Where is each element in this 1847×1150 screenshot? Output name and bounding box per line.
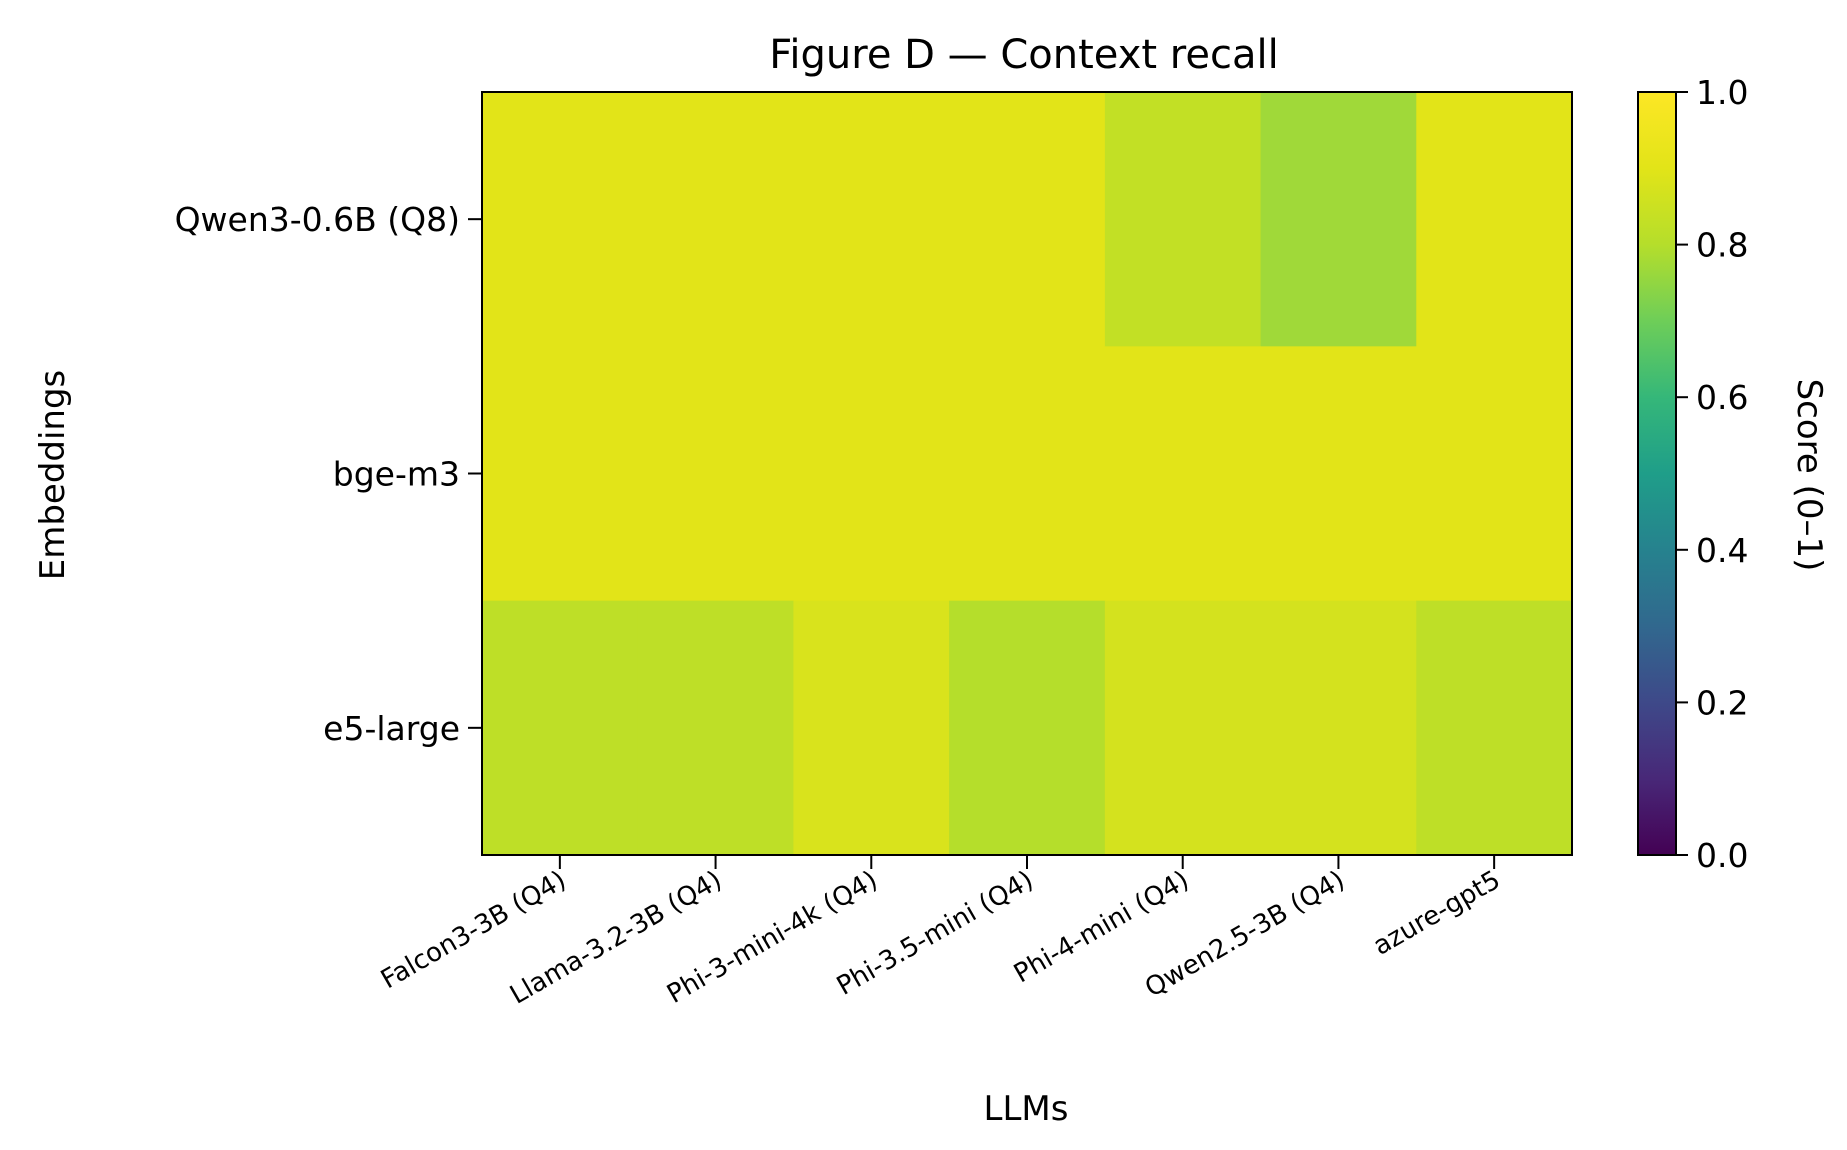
heatmap-cell xyxy=(1104,92,1262,347)
heatmap-cell xyxy=(1104,600,1262,856)
heatmap-cell xyxy=(1260,346,1417,602)
x-tick-label: azure-gpt5 xyxy=(1368,865,1505,962)
heatmap-cell xyxy=(482,92,639,347)
heatmap-cell xyxy=(482,600,639,856)
y-tick-label: Qwen3-0.6B (Q8) xyxy=(175,200,460,239)
heatmap-cell xyxy=(793,92,950,347)
x-axis-label: LLMs xyxy=(984,1089,1069,1129)
colorbar-ticks: 0.0 0.2 0.4 0.6 0.8 1.0 xyxy=(1676,73,1748,875)
colorbar-tick-label: 0.4 xyxy=(1696,531,1748,570)
y-axis-ticks: Qwen3-0.6B (Q8) bge-m3 e5-large xyxy=(175,200,482,748)
chart-title: Figure D — Context recall xyxy=(769,32,1278,78)
x-axis-ticks: Falcon3-3B (Q4)Llama-3.2-3B (Q4)Phi-3-mi… xyxy=(376,855,1506,1011)
heatmap-cell xyxy=(949,600,1106,856)
colorbar-tick-label: 0.8 xyxy=(1696,226,1748,265)
colorbar-label: Score (0–1) xyxy=(1789,379,1829,572)
heatmap-cell xyxy=(1416,92,1573,347)
heatmap-cell xyxy=(637,346,795,602)
heatmap-cell xyxy=(1260,600,1417,856)
heatmap-cell xyxy=(637,92,795,347)
heatmap-cell xyxy=(793,600,950,856)
heatmap-cells xyxy=(482,92,1573,856)
heatmap-cell xyxy=(1416,600,1573,856)
heatmap-cell xyxy=(482,346,639,602)
heatmap-cell xyxy=(1104,346,1262,602)
colorbar-tick-label: 1.0 xyxy=(1696,73,1748,112)
colorbar-tick-label: 0.2 xyxy=(1696,683,1748,722)
y-axis-label: Embeddings xyxy=(33,370,73,581)
heatmap-cell xyxy=(949,92,1106,347)
heatmap-cell xyxy=(949,346,1106,602)
y-tick-label: bge-m3 xyxy=(333,455,460,494)
y-tick-label: e5-large xyxy=(323,709,460,748)
colorbar-tick-label: 0.6 xyxy=(1696,378,1748,417)
colorbar-tick-label: 0.0 xyxy=(1696,836,1748,875)
heatmap-cell xyxy=(1260,92,1417,347)
heatmap-cell xyxy=(793,346,950,602)
heatmap-cell xyxy=(1416,346,1573,602)
heatmap-cell xyxy=(637,600,795,856)
colorbar xyxy=(1637,91,1677,856)
